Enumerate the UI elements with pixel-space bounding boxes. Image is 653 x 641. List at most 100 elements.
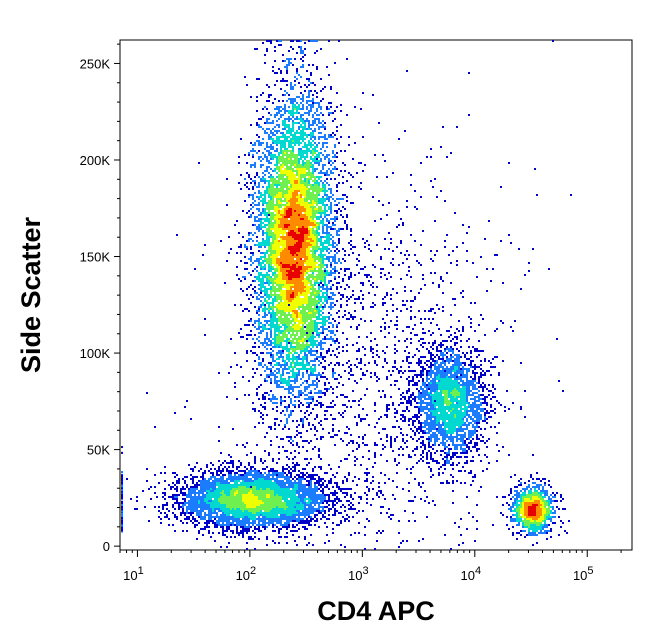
density-cell <box>260 364 262 366</box>
density-cell <box>332 292 334 294</box>
density-cell <box>336 330 338 332</box>
density-cell <box>470 352 472 354</box>
density-cell <box>360 268 362 270</box>
density-cell <box>280 320 282 322</box>
density-cell <box>262 186 264 188</box>
density-cell <box>306 196 308 198</box>
density-cell <box>376 344 378 346</box>
density-cell <box>326 256 328 258</box>
density-cell <box>334 342 336 344</box>
density-cell <box>250 284 252 286</box>
density-cell <box>412 300 414 302</box>
density-cell <box>426 374 428 376</box>
density-cell <box>304 234 306 236</box>
density-cell <box>396 368 398 370</box>
density-cell <box>384 238 386 240</box>
density-cell <box>292 202 294 204</box>
density-cell <box>302 216 304 218</box>
density-cell <box>302 150 304 152</box>
density-cell <box>286 364 288 366</box>
density-cell <box>298 212 300 214</box>
density-cell <box>330 86 332 88</box>
density-cell <box>278 44 280 46</box>
density-cell <box>382 154 384 156</box>
density-cell <box>324 150 326 152</box>
density-cell <box>320 340 322 342</box>
density-cell <box>282 306 284 308</box>
density-cell <box>322 342 324 344</box>
density-cell <box>270 264 272 266</box>
density-cell <box>288 288 290 290</box>
density-cell <box>356 342 358 344</box>
density-cell <box>332 294 334 296</box>
density-cell <box>286 126 288 128</box>
density-cell <box>292 332 294 334</box>
density-cell <box>352 158 354 160</box>
density-cell <box>342 346 344 348</box>
density-cell <box>302 66 304 68</box>
density-cell <box>316 204 318 206</box>
density-cell <box>280 264 282 266</box>
density-cell <box>304 332 306 334</box>
density-cell <box>312 212 314 214</box>
density-cell <box>318 114 320 116</box>
density-cell <box>296 358 298 360</box>
density-cell <box>284 144 286 146</box>
density-cell <box>470 350 472 352</box>
density-cell <box>300 350 302 352</box>
density-cell <box>388 326 390 328</box>
density-cell <box>288 274 290 276</box>
density-cell <box>266 132 268 134</box>
density-cell <box>308 164 310 166</box>
density-cell <box>336 216 338 218</box>
density-cell <box>290 144 292 146</box>
density-cell <box>284 138 286 140</box>
density-cell <box>302 256 304 258</box>
density-cell <box>282 334 284 336</box>
density-cell <box>276 166 278 168</box>
density-cell <box>328 252 330 254</box>
density-cell <box>272 170 274 172</box>
density-cell <box>330 178 332 180</box>
density-cell <box>282 368 284 370</box>
density-cell <box>326 294 328 296</box>
density-cell <box>346 180 348 182</box>
density-cell <box>356 298 358 300</box>
density-cell <box>320 200 322 202</box>
density-cell <box>286 58 288 60</box>
density-cell <box>294 358 296 360</box>
density-cell <box>284 324 286 326</box>
density-cell <box>268 200 270 202</box>
density-cell <box>294 304 296 306</box>
density-cell <box>270 322 272 324</box>
density-cell <box>260 262 262 264</box>
density-cell <box>298 186 300 188</box>
density-cell <box>270 296 272 298</box>
density-cell <box>266 274 268 276</box>
density-cell <box>300 52 302 54</box>
density-cell <box>310 174 312 176</box>
density-cell <box>318 178 320 180</box>
density-cell <box>304 252 306 254</box>
density-cell <box>292 174 294 176</box>
density-cell <box>296 256 298 258</box>
density-cell <box>316 180 318 182</box>
density-cell <box>320 160 322 162</box>
density-cell <box>238 182 240 184</box>
density-cell <box>304 364 306 366</box>
density-cell <box>286 110 288 112</box>
density-cell <box>284 196 286 198</box>
density-cell <box>314 252 316 254</box>
density-cell <box>248 310 250 312</box>
density-cell <box>464 374 466 376</box>
density-cell <box>268 222 270 224</box>
density-cell <box>294 356 296 358</box>
density-cell <box>298 262 300 264</box>
density-cell <box>328 168 330 170</box>
density-cell <box>338 40 340 42</box>
density-cell <box>420 356 422 358</box>
density-cell <box>262 274 264 276</box>
density-cell <box>314 188 316 190</box>
density-cell <box>280 110 282 112</box>
density-cell <box>406 200 408 202</box>
